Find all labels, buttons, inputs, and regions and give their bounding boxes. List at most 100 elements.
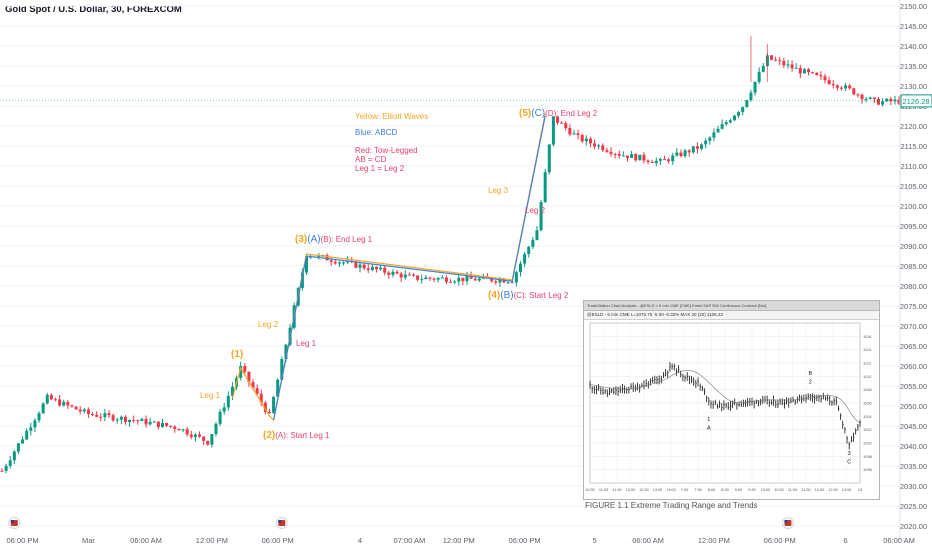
candle-body xyxy=(333,261,337,264)
inset-window-title: TradeStation Chart Analysis - @ESLD > 5 … xyxy=(584,301,879,311)
candle-body xyxy=(839,87,843,89)
candle xyxy=(551,116,555,147)
candle xyxy=(198,431,202,438)
session-flag-icon xyxy=(275,517,288,529)
candle xyxy=(856,93,860,98)
candle xyxy=(823,73,827,84)
candle xyxy=(782,57,786,69)
candle-body xyxy=(683,150,687,157)
candle-body xyxy=(41,403,45,414)
candle xyxy=(687,149,691,157)
candle-body xyxy=(675,152,679,156)
candle-body xyxy=(881,101,885,105)
candle-body xyxy=(16,443,20,452)
candle xyxy=(4,463,8,474)
candle xyxy=(860,93,864,104)
candle-body xyxy=(638,154,642,161)
candle-body xyxy=(671,155,675,162)
candle-body xyxy=(543,172,547,203)
candle-body xyxy=(667,159,671,162)
candle xyxy=(527,245,531,258)
inset-x-tick: 12:00 xyxy=(815,488,825,492)
candle-body xyxy=(214,423,218,435)
candle xyxy=(222,403,226,415)
candle xyxy=(243,363,247,376)
candle xyxy=(790,60,794,72)
candle-body xyxy=(399,273,403,278)
candle-body xyxy=(535,230,539,240)
candle-body xyxy=(198,434,202,437)
candle-body xyxy=(502,279,506,283)
candle xyxy=(337,261,341,267)
candle-body xyxy=(440,277,444,279)
candle-body xyxy=(263,402,267,413)
candle xyxy=(218,409,222,426)
candle-body xyxy=(91,414,95,416)
y-tick-label: 2120.00 xyxy=(900,122,927,131)
candle-body xyxy=(189,434,193,438)
candle-body xyxy=(893,99,897,102)
candle-body xyxy=(74,406,78,410)
candle-body xyxy=(568,128,572,135)
x-axis[interactable]: 06:00 PM Mar 06:00 AM 12:00 PM 06:00 PM 4 07:0… xyxy=(7,517,915,546)
candle-body xyxy=(630,154,634,158)
candle-body xyxy=(148,421,152,425)
candle-body xyxy=(835,85,839,88)
candle xyxy=(403,270,407,280)
candle xyxy=(613,152,617,159)
candle xyxy=(366,263,370,273)
candle xyxy=(625,155,629,162)
candle xyxy=(732,114,736,121)
candle-body xyxy=(12,451,16,461)
candle-body xyxy=(831,84,835,86)
candle xyxy=(650,159,654,164)
candle-body xyxy=(374,266,378,270)
candle xyxy=(169,425,173,429)
candle xyxy=(37,411,41,423)
candle xyxy=(576,129,580,140)
candle xyxy=(29,422,33,436)
y-tick-label: 2135.00 xyxy=(900,62,927,71)
candle-body xyxy=(412,274,415,276)
y-tick-label: 2045.00 xyxy=(900,422,927,431)
y-tick-label: 2020.00 xyxy=(900,522,927,531)
candle xyxy=(815,72,819,76)
y-axis[interactable]: 2020.00 2025.00 2030.00 2035.00 2040.00 2045.… xyxy=(899,0,932,540)
candle xyxy=(597,143,601,150)
candle xyxy=(724,120,728,126)
candle xyxy=(53,397,57,402)
candle xyxy=(58,395,62,407)
candle-body xyxy=(78,409,82,412)
candle xyxy=(16,442,20,454)
candle-body xyxy=(609,151,613,154)
candle xyxy=(189,430,193,440)
candle-body xyxy=(366,268,370,271)
inset-label-c: C xyxy=(847,460,851,466)
candle xyxy=(663,155,667,161)
candle-body xyxy=(844,85,848,89)
candle xyxy=(128,419,132,427)
candle xyxy=(539,200,543,232)
inset-y-tick: 1104 xyxy=(863,414,872,419)
x-tick-label: 06:00 PM xyxy=(509,536,541,545)
candle-body xyxy=(897,99,901,104)
inset-label-a: A xyxy=(707,426,711,432)
wave-1-label: (1) xyxy=(231,349,243,360)
candle xyxy=(646,159,650,165)
candle xyxy=(210,433,214,448)
x-tick-label: 06:00 AM xyxy=(130,536,162,545)
inset-label-2: 2 xyxy=(809,380,812,386)
inset-y-tick: 1114 xyxy=(863,347,872,352)
leg-3-yellow-label: Leg 3 xyxy=(488,186,509,195)
candle xyxy=(436,277,440,283)
candle xyxy=(745,99,749,108)
candle xyxy=(807,67,811,76)
candle-body xyxy=(407,274,411,276)
candle xyxy=(276,378,280,397)
legend-abcd: Blue: ABCD xyxy=(355,128,397,137)
candle xyxy=(852,87,856,96)
candle xyxy=(630,150,634,158)
candle-body xyxy=(226,395,230,408)
candle-body xyxy=(177,428,181,431)
candle-body xyxy=(453,281,457,283)
